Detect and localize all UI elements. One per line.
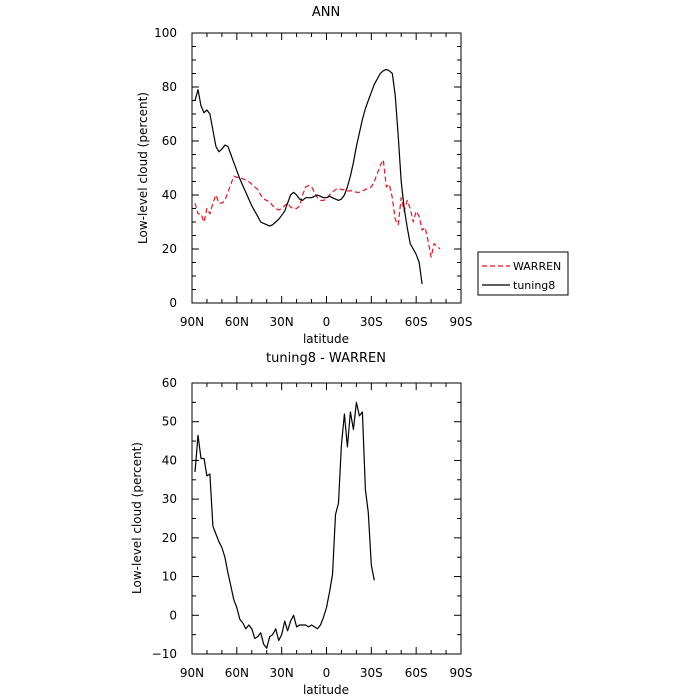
chart-top-series [194,68,441,285]
chart-top-x-tick-label: 60N [225,315,249,329]
chart-bottom-y-tick-label: 10 [162,570,177,584]
chart-bottom-y-tick-label: 30 [162,492,177,506]
chart-bottom-x-tick-label: 90S [450,666,473,680]
chart-top-series-line-tuning8 [194,68,423,285]
chart-bottom: tuning8 - WARREN 90N 60N 30N 0 30S 60S 90S −10… [130,351,472,697]
legend-box [477,251,569,296]
chart-bottom-y-tick-label: 60 [162,376,177,390]
chart-top-series-line-warren [194,159,441,258]
chart-top-x-tick-label: 30S [360,315,383,329]
chart-top-x-tick-label: 30N [270,315,294,329]
chart-bottom-x-axis-title: latitude [303,683,349,697]
chart-top-y-tick-label: 0 [169,296,177,310]
chart-bottom-x-tick-label: 90N [180,666,204,680]
chart-top-y-ticks: 0 20 40 60 80 100 [154,26,461,310]
chart-bottom-x-tick-label: 30S [360,666,383,680]
legend-label-tuning8: tuning8 [513,279,555,292]
chart-top-x-ticks: 90N 60N 30N 0 30S 60S 90S [180,33,473,329]
chart-top-x-tick-label: 0 [323,315,331,329]
chart-top-y-tick-label: 100 [154,26,177,40]
chart-bottom-y-axis-title: Low-level cloud (percent) [130,442,144,594]
chart-bottom-x-tick-label: 60S [405,666,428,680]
chart-bottom-y-tick-label: 40 [162,453,177,467]
chart-bottom-y-ticks: −10 0 10 20 30 40 50 60 [152,376,461,661]
chart-bottom-series [194,401,375,649]
chart-top: ANN 90N 60N 30N 0 30S 60S 90S 0 20 40 60 80 100 lat… [136,5,569,346]
chart-bottom-x-tick-label: 30N [270,666,294,680]
legend-label-warren: WARREN [513,260,561,273]
chart-top-plot-frame [191,32,462,304]
chart-top-x-tick-label: 90S [450,315,473,329]
chart-bottom-x-ticks: 90N 60N 30N 0 30S 60S 90S [180,383,473,680]
chart-bottom-y-tick-label: 50 [162,415,177,429]
chart-bottom-x-tick-label: 60N [225,666,249,680]
chart-top-y-axis-title: Low-level cloud (percent) [136,92,150,244]
chart-top-legend: WARREN tuning8 [477,251,569,296]
chart-bottom-plot-frame [191,382,462,655]
chart-top-y-tick-label: 40 [162,188,177,202]
chart-top-x-tick-label: 90N [180,315,204,329]
chart-top-y-tick-label: 20 [162,242,177,256]
chart-bottom-x-tick-label: 0 [323,666,331,680]
chart-top-x-axis-title: latitude [303,332,349,346]
chart-bottom-y-tick-label: 0 [169,608,177,622]
chart-bottom-series-line-difference [194,401,375,649]
chart-bottom-y-tick-label: −10 [152,647,177,661]
chart-top-y-tick-label: 80 [162,80,177,94]
chart-top-y-tick-label: 60 [162,134,177,148]
chart-bottom-title: tuning8 - WARREN [266,351,386,366]
chart-top-x-tick-label: 60S [405,315,428,329]
chart-top-title: ANN [312,5,340,20]
chart-bottom-y-tick-label: 20 [162,531,177,545]
